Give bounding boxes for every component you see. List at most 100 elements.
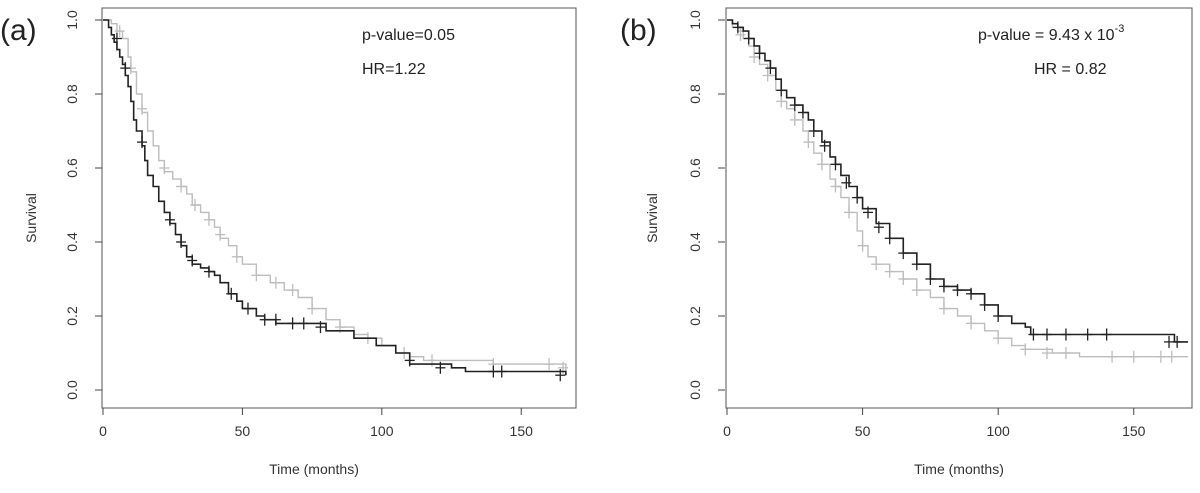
panel-b-dark-censor-mark [884, 232, 895, 245]
panel-b-pvalue-base: p-value = 9.43 x 10 [978, 27, 1115, 44]
panel-b-dark-censor-mark [841, 176, 852, 189]
panel-a-dark-censor-mark [287, 317, 298, 330]
panel-b-ytick-label: 1.0 [687, 10, 703, 30]
panel-b-light-censor-mark [938, 302, 949, 315]
panel-b-dark-censor-mark [952, 284, 963, 297]
panel-b-light-censor-mark [911, 284, 922, 297]
panel-a-dark-censor-mark [404, 354, 415, 367]
panel-a-light-censor-mark [190, 199, 201, 211]
panel-b-dark-censor-mark [1101, 328, 1112, 341]
panel-a-dark-censor-mark [164, 213, 175, 226]
panel-a-dark-censor-mark [270, 313, 281, 326]
panel-a-hr: HR=1.22 [362, 61, 426, 78]
panel-b-dark-censor-mark [754, 47, 765, 60]
panel-a-ytick-label: 0.4 [64, 232, 80, 252]
panel-a-xtick-label: 50 [235, 423, 251, 439]
panel-a-xtick-label: 0 [99, 423, 107, 439]
panel-b-light-censor-mark [776, 95, 787, 108]
panel-b-dark-censor-mark [979, 298, 990, 311]
panel-b-dark-censor-mark [993, 310, 1004, 322]
panel-a-plot-frame [101, 7, 577, 409]
panel-a-dark-censor-mark [226, 287, 237, 300]
panel-a-light-censor-mark [231, 250, 242, 263]
panel-b-dark-censor-mark [789, 99, 800, 112]
panel-a-ytick-label: 0.2 [64, 306, 80, 326]
panel-a-ytick-label: 0.6 [64, 158, 80, 178]
panel-b-light-censor-mark [735, 28, 746, 41]
panel-a-ytick-label: 0.0 [64, 380, 80, 400]
panel-a-dark-censor-mark [298, 317, 309, 330]
panel-b-light-censor-mark [993, 332, 1004, 345]
panel-b-dark-censor-mark [1060, 328, 1071, 341]
panel-a-light-censor-mark [159, 162, 170, 174]
panel-b-light-censor-mark [1020, 343, 1031, 356]
panel-a-dark-censor-mark [137, 136, 148, 149]
panel-a-light-censor-mark [270, 276, 281, 289]
panel-b-ytick-label: 0.4 [687, 232, 703, 252]
panel-b-ytick-label: 0.8 [687, 84, 703, 104]
panel-a-light-censor-mark [203, 213, 214, 226]
panel-a-dark-censor-mark [120, 62, 131, 75]
panel-b-dark-censor-mark [898, 247, 909, 260]
panel-b-axes: 0 50 100 150 0.0 0.2 0.4 0.6 0.8 1.0 [687, 10, 1146, 439]
panel-b-light-censor-mark [1107, 350, 1118, 363]
panel-a-ytick-label: 0.8 [64, 84, 80, 104]
panel-a-dark-censor-mark [203, 265, 214, 278]
panel-b-light-censor-mark [1041, 347, 1052, 359]
panel-b-dark-censor-mark [743, 32, 754, 45]
panel-b-curves [727, 19, 1188, 363]
panel-a-light-censor-mark [176, 180, 187, 193]
panel-b-light-censor-mark [1060, 347, 1071, 359]
panel-a-dark-censor-mark [315, 321, 326, 334]
panel-b-plot-frame [725, 7, 1193, 409]
panel-a-ytick-label: 1.0 [64, 10, 80, 30]
panel-b-light-censor-mark [803, 136, 814, 149]
panel-a-light-censor-mark [215, 228, 226, 241]
panel-b-dark-censor-mark [808, 125, 819, 137]
panel-b-light-censor-mark [749, 51, 760, 63]
panel-a-dark-survival-curve [103, 19, 567, 376]
panel-b-xtick-label: 100 [986, 423, 1010, 439]
panel-a-curves [103, 19, 569, 382]
panel-a-dark-censor-mark [435, 361, 446, 374]
panel-b-dark-censor-mark [830, 158, 841, 171]
panel-b-xtick-label: 150 [1122, 423, 1146, 439]
panel-b-light-censor-mark [844, 206, 855, 219]
panel-b-ytick-label: 0.0 [687, 380, 703, 400]
panel-a-light-censor-mark [251, 269, 262, 282]
panel-b-dark-censor-mark [765, 62, 776, 75]
panel-b-pvalue-exponent: -3 [1115, 23, 1125, 35]
panel-b-dark-censor-mark [873, 221, 884, 234]
panel-b-dark-censor-mark [776, 84, 787, 97]
panel-a-km-plot: (a) 0 50 100 150 0.0 0.2 0.4 0.6 0.8 1.0 Time (mo… [0, 7, 577, 477]
panel-b-hr: HR = 0.82 [1034, 61, 1107, 78]
panel-a-dark-censor-mark [496, 365, 507, 378]
panel-a-ylabel: Survival [23, 193, 39, 243]
panel-a-dark-censor-mark [488, 365, 499, 378]
panel-b-light-censor-mark [830, 180, 841, 193]
panel-b-dark-censor-mark [966, 287, 977, 300]
panel-a-light-censor-mark [287, 284, 298, 297]
panel-a-xtick-label: 150 [510, 423, 534, 439]
panel-b-dark-censor-mark [797, 106, 808, 119]
panel-b-dark-censor-mark [852, 191, 863, 204]
panel-a-dark-censor-mark [187, 254, 198, 267]
panel-b-light-censor-mark [898, 273, 909, 285]
panel-b-dark-censor-mark [1028, 328, 1039, 341]
panel-b-dark-censor-mark [925, 273, 936, 285]
panel-b-light-censor-mark [1155, 350, 1166, 363]
panel-a-light-censor-mark [544, 358, 555, 371]
panel-b-light-censor-mark [857, 239, 868, 252]
panel-b-dark-censor-mark [1082, 328, 1093, 341]
panel-b-dark-censor-mark [1041, 328, 1052, 341]
panel-b-ytick-label: 0.2 [687, 306, 703, 326]
panel-a-light-censor-mark [114, 25, 125, 38]
panel-b-light-censor-mark [789, 113, 800, 126]
panel-b-dark-censor-mark [863, 206, 874, 219]
panel-b-light-survival-curve [727, 19, 1188, 358]
panel-a-dark-censor-mark [555, 369, 566, 382]
panel-b-ytick-label: 0.6 [687, 158, 703, 178]
panel-a-pvalue: p-value=0.05 [362, 27, 455, 44]
panel-a-dark-censor-mark [111, 32, 122, 45]
